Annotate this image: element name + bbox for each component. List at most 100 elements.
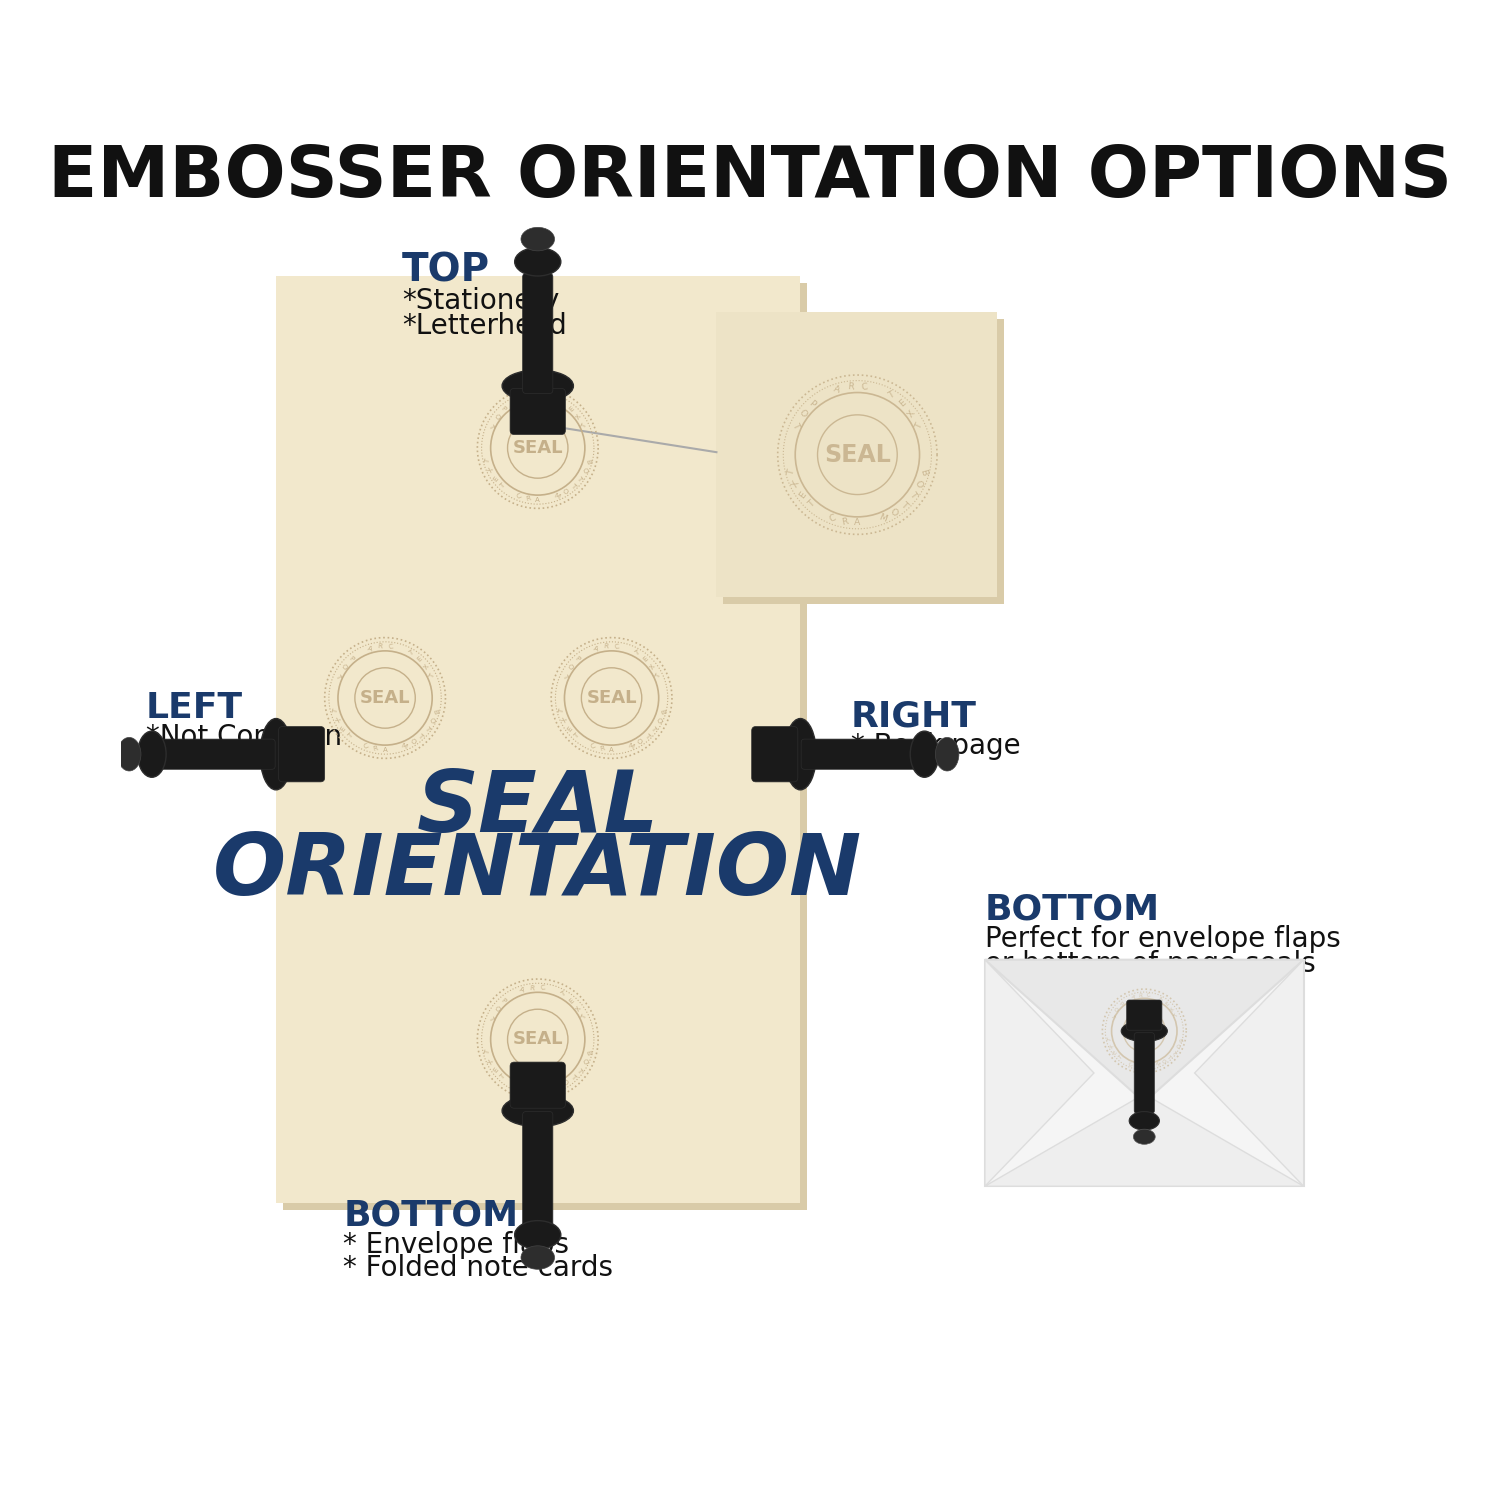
Text: X: X [561, 717, 568, 724]
Text: EMBOSSER ORIENTATION OPTIONS: EMBOSSER ORIENTATION OPTIONS [48, 144, 1452, 213]
Ellipse shape [514, 1221, 561, 1250]
Text: R: R [846, 382, 853, 392]
FancyBboxPatch shape [752, 726, 798, 782]
Text: T: T [644, 732, 651, 740]
Text: E: E [1166, 1000, 1172, 1006]
Text: E: E [567, 724, 573, 732]
Text: R: R [603, 644, 609, 650]
Text: A: A [382, 747, 387, 753]
Text: R: R [1138, 993, 1143, 998]
Text: T: T [806, 500, 816, 510]
Text: T: T [573, 732, 580, 740]
Ellipse shape [503, 1095, 573, 1126]
Text: T: T [1118, 1054, 1124, 1060]
Text: X: X [650, 663, 657, 670]
Text: T: T [914, 422, 924, 430]
Text: B: B [432, 708, 438, 714]
Text: SEAL: SEAL [1126, 1024, 1162, 1038]
Text: T: T [1174, 1014, 1179, 1019]
Text: C: C [516, 492, 522, 500]
Text: X: X [334, 717, 342, 724]
Text: O: O [492, 413, 501, 422]
Text: E: E [897, 399, 908, 410]
Text: C: C [516, 1084, 522, 1090]
Ellipse shape [503, 370, 573, 402]
Text: T: T [786, 468, 796, 476]
Text: A: A [536, 1088, 540, 1094]
Text: T: T [656, 674, 662, 680]
Text: T: T [570, 1074, 576, 1082]
Text: T: T [332, 708, 339, 714]
Ellipse shape [784, 718, 816, 790]
Text: C: C [614, 644, 620, 650]
Text: A: A [609, 747, 613, 753]
Text: X: X [790, 480, 801, 489]
Text: T: T [406, 650, 414, 657]
Text: T: T [560, 399, 567, 406]
Text: T: T [346, 732, 354, 740]
Text: R: R [525, 1088, 531, 1094]
Text: E: E [642, 656, 650, 663]
Text: T: T [1160, 998, 1164, 1004]
Text: O: O [1160, 1058, 1167, 1065]
Text: T: T [484, 459, 492, 464]
Text: E: E [796, 490, 808, 500]
Text: A: A [853, 519, 861, 528]
FancyBboxPatch shape [717, 312, 998, 597]
Ellipse shape [1120, 1020, 1167, 1041]
FancyBboxPatch shape [801, 740, 921, 770]
Ellipse shape [1130, 1112, 1160, 1130]
Text: T: T [633, 650, 640, 657]
Ellipse shape [910, 730, 939, 777]
Text: T: T [558, 708, 566, 714]
Text: O: O [427, 717, 435, 724]
Text: *Not Common: *Not Common [146, 723, 342, 752]
Text: A: A [519, 394, 525, 402]
Text: B: B [584, 1050, 591, 1056]
Text: X: X [576, 414, 584, 420]
Text: BOTTOM: BOTTOM [986, 892, 1160, 927]
Ellipse shape [514, 248, 561, 276]
FancyBboxPatch shape [723, 320, 1004, 604]
Text: T: T [500, 482, 506, 489]
FancyBboxPatch shape [279, 726, 324, 782]
Text: P: P [500, 998, 507, 1005]
Text: E: E [492, 476, 500, 482]
Text: O: O [492, 1005, 501, 1013]
Text: O: O [654, 717, 662, 724]
Text: R: R [598, 746, 604, 752]
Polygon shape [986, 960, 1094, 1186]
Text: T: T [1108, 1014, 1114, 1019]
FancyBboxPatch shape [154, 740, 274, 770]
Text: R: R [376, 644, 382, 650]
Text: SEAL: SEAL [360, 688, 411, 706]
Text: T: T [898, 500, 909, 510]
Text: T: T [650, 724, 657, 732]
Text: * Folded note cards: * Folded note cards [344, 1254, 614, 1282]
Text: E: E [1113, 1050, 1119, 1054]
Text: T: T [570, 482, 576, 489]
Text: SEAL: SEAL [513, 440, 562, 458]
Text: SEAL: SEAL [417, 766, 658, 850]
FancyBboxPatch shape [510, 1062, 566, 1108]
Text: O: O [888, 507, 898, 518]
Text: M: M [552, 1083, 561, 1092]
Text: O: O [561, 1078, 568, 1088]
Text: * Book page: * Book page [850, 732, 1020, 760]
Text: M: M [1155, 1060, 1161, 1068]
Text: M: M [552, 492, 561, 500]
Text: C: C [1128, 1062, 1134, 1068]
Text: O: O [561, 488, 568, 495]
Text: T: T [488, 423, 495, 429]
Text: B: B [1176, 1038, 1182, 1042]
Text: Perfect for envelope flaps: Perfect for envelope flaps [986, 926, 1341, 952]
Text: T: T [576, 476, 584, 482]
Text: O: O [914, 478, 924, 489]
Text: C: C [1146, 993, 1150, 998]
Ellipse shape [520, 228, 555, 251]
Text: R: R [530, 986, 536, 992]
Text: X: X [1108, 1044, 1114, 1050]
Text: O: O [1113, 1007, 1119, 1013]
FancyBboxPatch shape [1126, 1000, 1162, 1030]
Text: or bottom of page seals: or bottom of page seals [986, 950, 1316, 978]
